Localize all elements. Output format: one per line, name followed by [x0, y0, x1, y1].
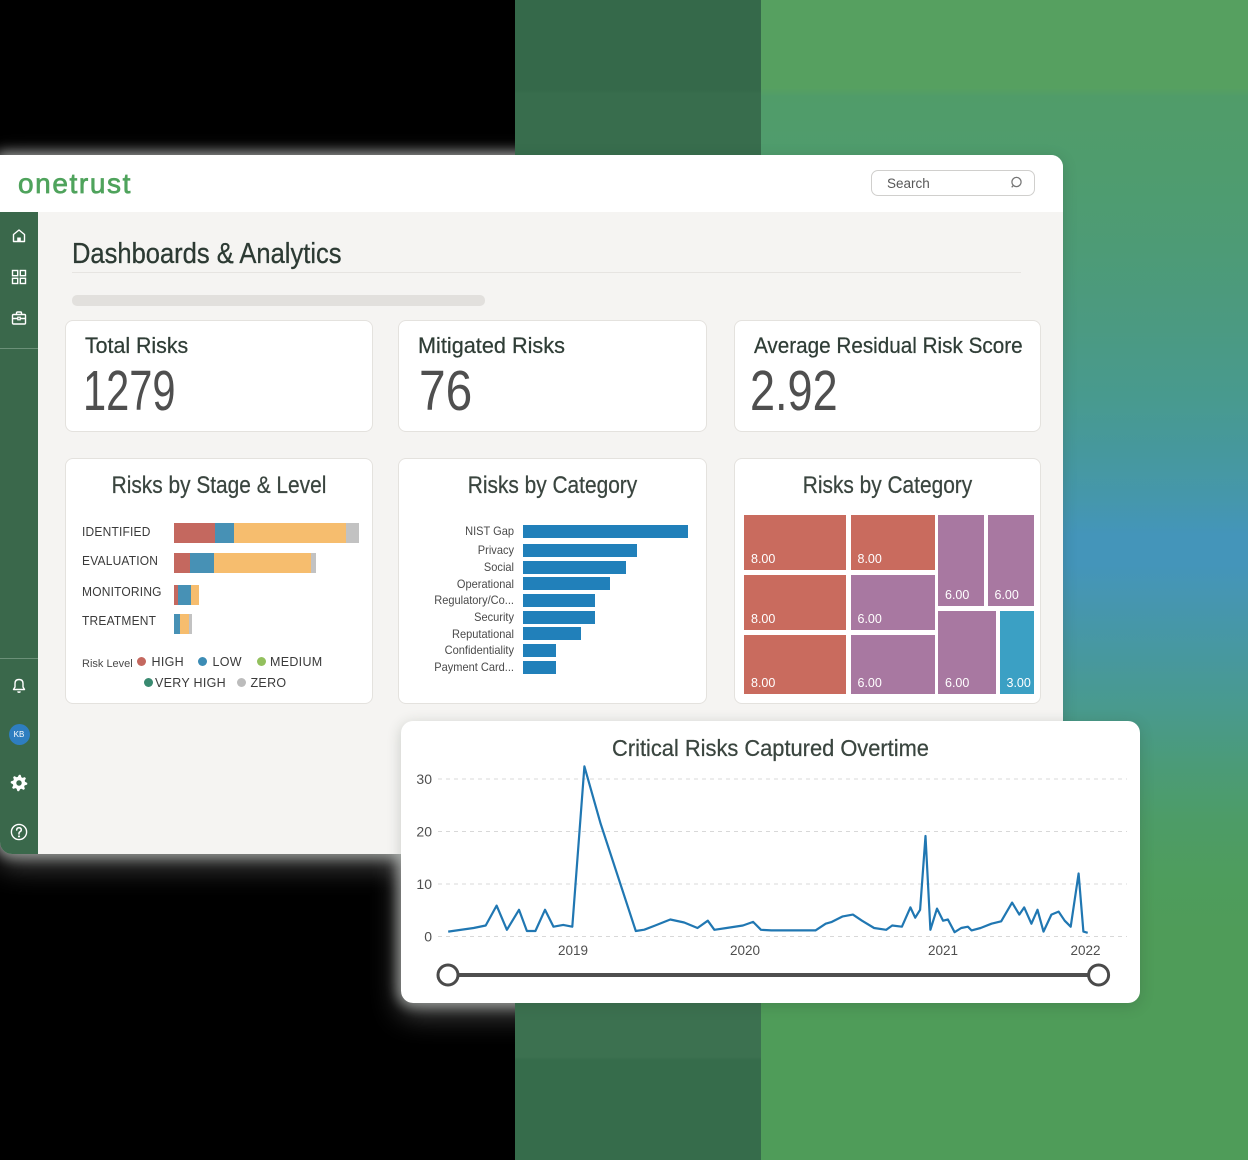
svg-text:2020: 2020: [730, 943, 760, 958]
svg-text:2021: 2021: [928, 943, 958, 958]
svg-text:2022: 2022: [1070, 943, 1100, 958]
svg-text:20: 20: [416, 824, 432, 840]
svg-text:30: 30: [416, 771, 432, 787]
svg-text:2019: 2019: [558, 943, 588, 958]
svg-text:0: 0: [424, 929, 432, 945]
svg-text:10: 10: [416, 876, 432, 892]
